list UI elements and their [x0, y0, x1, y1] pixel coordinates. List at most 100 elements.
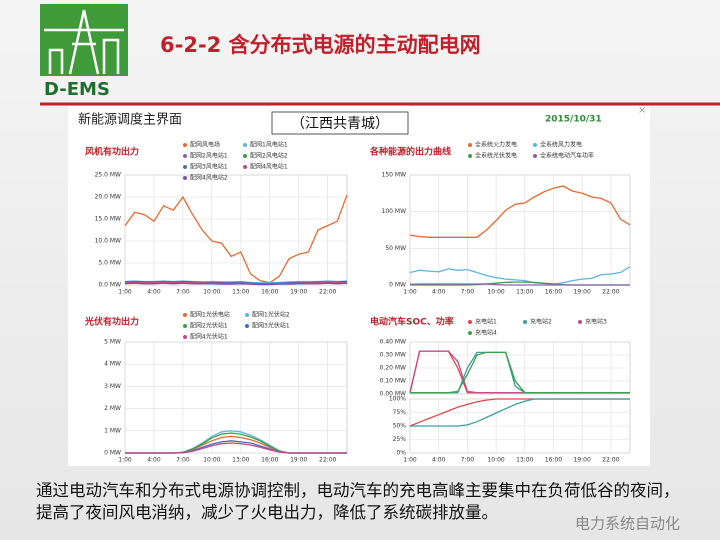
legend-marker: [183, 324, 187, 328]
y-tick-label: 20.0 MW: [95, 194, 121, 201]
x-tick-label: 1:00: [118, 457, 132, 464]
x-tick-label: 13:00: [516, 457, 533, 464]
x-tick-label: 13:00: [232, 457, 249, 464]
legend-label: 配网2光伏站1: [190, 322, 228, 330]
panel-date: 2015/10/31: [545, 115, 602, 125]
plot-area: [124, 341, 348, 454]
logo-text: D-EMS: [44, 79, 110, 100]
y-tick-label: 2 MW: [104, 405, 121, 412]
legend-label: 全系统光伏发电: [475, 152, 517, 160]
x-tick-label: 10:00: [203, 457, 220, 464]
legend-marker: [245, 324, 249, 328]
y-tick-label: 25%: [393, 436, 407, 443]
legend-marker: [183, 335, 187, 339]
x-tick-label: 22:00: [602, 457, 619, 464]
legend-marker: [468, 143, 472, 147]
y-tick-label: 3 MW: [104, 383, 121, 390]
legend-label: 充电站3: [585, 318, 607, 326]
y-tick-label: 5 MW: [104, 339, 121, 346]
location: （江西共青城）: [291, 116, 389, 132]
series-line: [410, 351, 630, 394]
legend-marker: [183, 165, 187, 169]
plot-area: [124, 174, 348, 286]
legend-label: 配网1风电站1: [250, 141, 288, 149]
legend-marker: [578, 320, 582, 324]
legend-label: 配网4光伏站1: [190, 333, 228, 341]
legend-marker: [468, 331, 472, 335]
y-tick-label: 25.0 MW: [95, 172, 121, 179]
legend-label: 配网2风电站2: [250, 152, 288, 160]
x-tick-label: 19:00: [574, 457, 591, 464]
x-tick-label: 16:00: [545, 457, 562, 464]
y-tick-label: 50%: [393, 423, 407, 430]
x-tick-label: 7:00: [461, 457, 475, 464]
close-button[interactable]: ×: [638, 105, 646, 116]
legend-label: 全系统火力发电: [475, 141, 517, 149]
watermark: 电力系统自动化: [575, 515, 680, 533]
location-box: [271, 111, 409, 135]
legend-label: 配网4风电站2: [190, 174, 228, 182]
legend-marker: [183, 154, 187, 158]
y-tick-label: 100 MW: [382, 208, 407, 215]
x-tick-label: 13:00: [516, 289, 533, 296]
legend-marker: [243, 165, 247, 169]
legend-label: 全系统电动汽车功率: [540, 152, 594, 160]
y-tick-label: 100%: [389, 396, 406, 403]
legend-marker: [243, 154, 247, 158]
y-tick-label: 0.20 MW: [380, 365, 406, 372]
legend-label: 充电站1: [475, 318, 497, 326]
slide-title: 6-2-2 含分布式电源的主动配电网: [160, 33, 481, 57]
legend-label: 充电站4: [475, 329, 497, 337]
caption: 通过电动汽车和分布式电源协调控制，电动汽车的充电高峰主要集中在负荷低谷的夜间，提…: [36, 481, 680, 522]
x-tick-label: 4:00: [147, 289, 161, 296]
x-tick-label: 19:00: [574, 289, 591, 296]
y-tick-label: 75%: [393, 409, 407, 416]
x-tick-label: 16:00: [545, 289, 562, 296]
legend-marker: [533, 154, 537, 158]
plot-area: [409, 174, 631, 286]
series-line: [409, 266, 631, 285]
y-tick-label: 0 MW: [389, 282, 406, 289]
legend-label: 配网3风电站1: [190, 163, 228, 171]
panel-title: 新能源调度主界面: [78, 112, 182, 128]
legend-marker: [183, 143, 187, 147]
y-tick-label: 5.0 MW: [98, 260, 121, 267]
series-line: [124, 194, 348, 284]
series-line: [124, 280, 348, 285]
legend-label: 配网1光伏站2: [252, 311, 290, 319]
x-tick-label: 10:00: [203, 289, 220, 296]
x-tick-label: 1:00: [118, 289, 132, 296]
y-tick-label: 0.10 MW: [380, 378, 406, 385]
y-tick-label: 0.40 MW: [380, 339, 406, 346]
series-line: [410, 398, 630, 427]
chart-title: 电动汽车SOC、功率: [370, 316, 454, 328]
series-line: [125, 442, 347, 454]
y-tick-label: 0.00 MW: [380, 391, 406, 398]
x-tick-label: 10:00: [487, 457, 504, 464]
legend-marker: [523, 320, 527, 324]
legend-label: 全系统风力发电: [540, 141, 582, 149]
legend-marker: [468, 320, 472, 324]
series-line: [409, 283, 630, 286]
x-tick-label: 22:00: [319, 457, 336, 464]
y-tick-label: 4 MW: [104, 361, 121, 368]
x-tick-label: 7:00: [176, 289, 190, 296]
x-tick-label: 19:00: [290, 457, 307, 464]
legend-label: 配网2风电站1: [190, 152, 228, 160]
x-tick-label: 22:00: [602, 289, 619, 296]
series-line: [409, 185, 631, 238]
legend-marker: [468, 154, 472, 158]
legend-label: 配网风电场: [190, 141, 220, 149]
chart-title: 各种能源的出力曲线: [369, 146, 451, 158]
legend-marker: [183, 313, 187, 317]
x-tick-label: 13:00: [232, 289, 249, 296]
x-tick-label: 22:00: [319, 289, 336, 296]
legend-marker: [243, 143, 247, 147]
x-tick-label: 7:00: [461, 289, 475, 296]
x-tick-label: 4:00: [147, 457, 161, 464]
y-tick-label: 0.0 MW: [98, 282, 121, 289]
legend-label: 配网3光伏站1: [252, 322, 290, 330]
legend-marker: [245, 313, 249, 317]
x-tick-label: 7:00: [176, 457, 190, 464]
